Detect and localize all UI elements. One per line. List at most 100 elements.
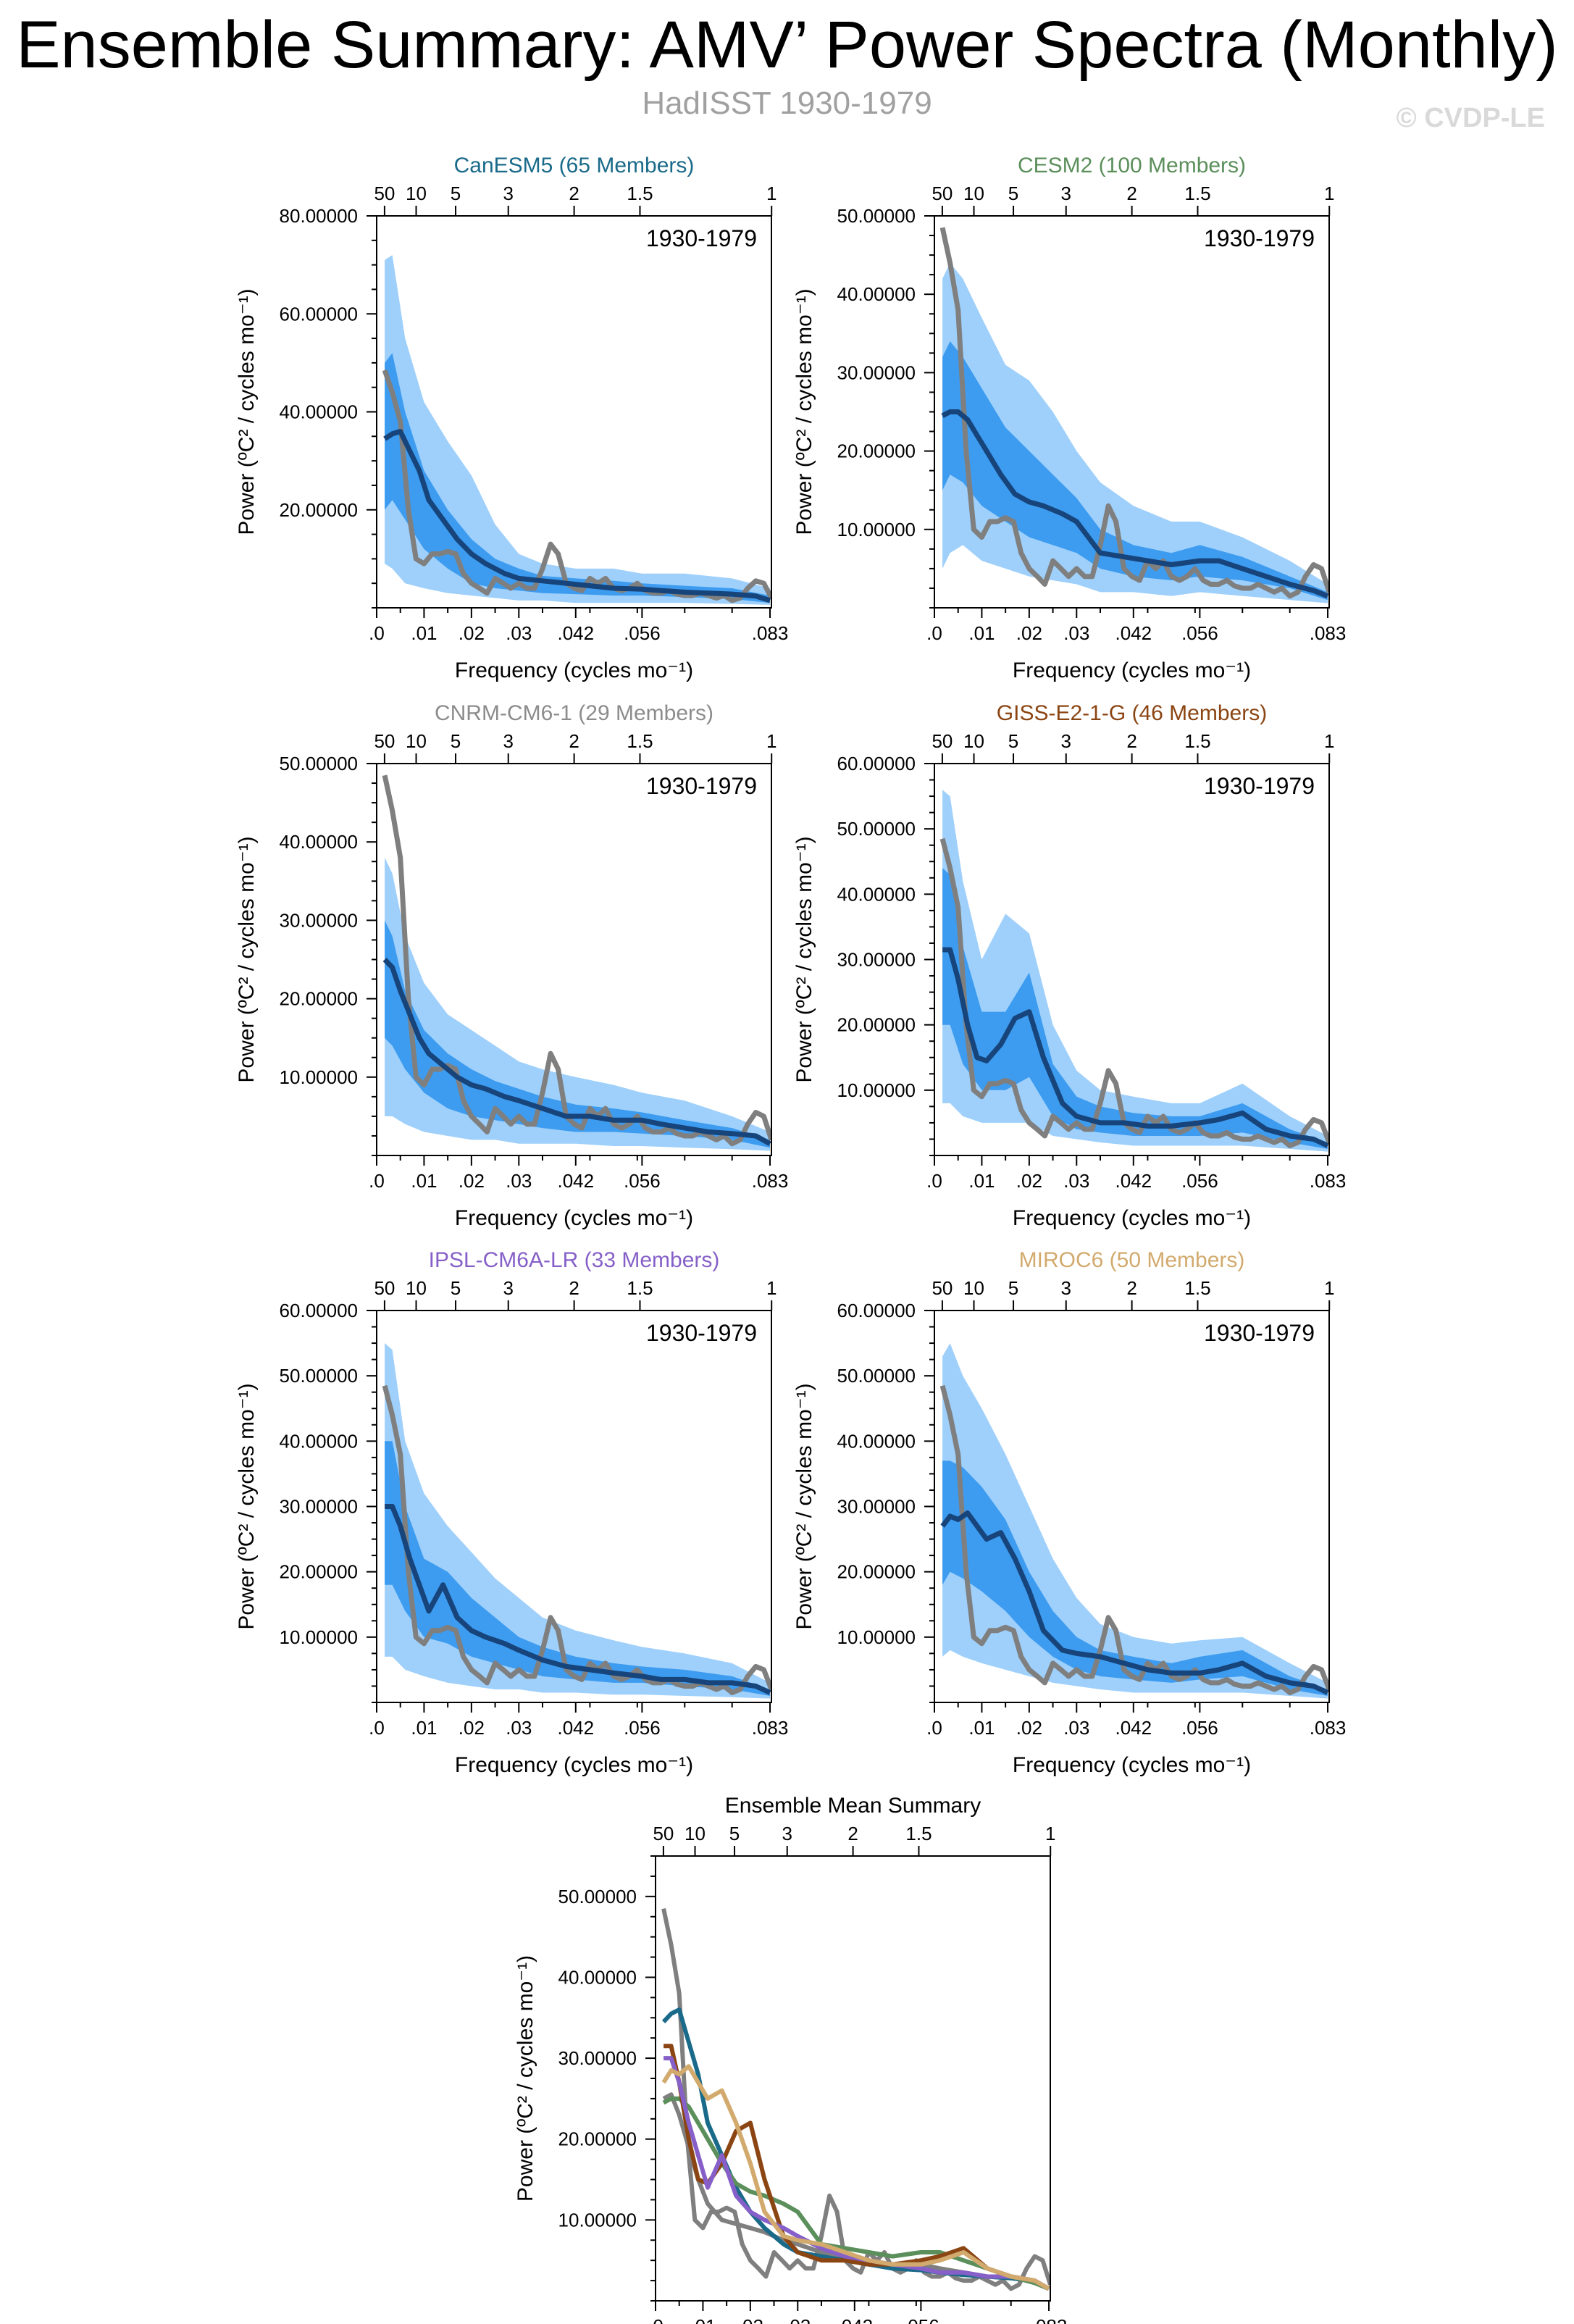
y-tick-label: 50.00000: [280, 753, 358, 774]
top-x-tick-label: 50: [932, 1277, 953, 1299]
chart-panel-2: 10.00000 20.00000 30.00000 40.00000 50.00000…: [792, 154, 1346, 682]
x-tick-label: .056: [1181, 1170, 1218, 1192]
y-tick-label: 60.00000: [280, 303, 358, 325]
x-tick-label: .083: [752, 1170, 789, 1192]
top-x-tick-label: 2: [569, 1277, 579, 1299]
x-axis-label: Frequency (cycles mo⁻¹): [1013, 1206, 1251, 1230]
x-tick-label: .042: [1115, 622, 1152, 644]
x-tick-label: .0: [648, 2315, 663, 2324]
x-tick-label: .02: [1016, 1170, 1042, 1192]
observations-line: [939, 1384, 1329, 1695]
top-x-tick-label: 1.5: [1184, 730, 1210, 752]
summary-line-4: [662, 2096, 1050, 2291]
y-tick-label: 10.00000: [558, 2209, 637, 2231]
y-tick-label: 50.00000: [837, 818, 916, 840]
x-tick-label: .042: [557, 1170, 594, 1192]
top-x-tick-label: 5: [451, 183, 461, 204]
top-x-tick-label: 1: [766, 183, 776, 204]
ensemble-mean-line: [942, 947, 1329, 1148]
top-x-tick-label: 50: [932, 183, 953, 204]
top-x-tick-label: 5: [1008, 1277, 1018, 1299]
x-axis-label: Frequency (cycles mo⁻¹): [455, 1753, 693, 1777]
top-x-tick-label: 5: [1008, 183, 1018, 204]
x-tick-label: .03: [784, 2315, 811, 2324]
top-x-tick-label: 10: [406, 183, 427, 204]
observations-line: [382, 1384, 771, 1695]
chart-panel-5: 10.00000 20.00000 30.00000 40.00000 50.00000…: [235, 1248, 788, 1777]
y-tick-label: 80.00000: [280, 205, 358, 227]
x-tick-label: .02: [459, 622, 485, 644]
top-x-tick-label: 50: [932, 730, 953, 752]
x-tick-label: .0: [369, 622, 385, 644]
plot-area: [382, 255, 771, 605]
x-tick-label: .042: [557, 1717, 594, 1739]
x-tick-label: .056: [624, 622, 661, 644]
summary-line-1: [661, 1907, 1050, 2291]
top-x-tick-label: 5: [729, 1823, 740, 1844]
observations-line: [382, 774, 771, 1147]
summary-line-7: [661, 2064, 1050, 2291]
y-tick-label: 20.00000: [837, 1014, 916, 1036]
band-25-75: [942, 1460, 1328, 1696]
y-tick-label: 60.00000: [837, 753, 916, 774]
panel-title: MIROC6 (50 Members): [1019, 1248, 1245, 1272]
panel-title: IPSL-CM6A-LR (33 Members): [429, 1248, 720, 1272]
band-25-75: [942, 341, 1328, 601]
top-x-tick-label: 1: [766, 1277, 776, 1299]
x-axis-label: Frequency (cycles mo⁻¹): [1013, 1753, 1251, 1777]
panel-title: CNRM-CM6-1 (29 Members): [435, 701, 713, 725]
y-axis-label: Power (ºC² / cycles mo⁻¹): [792, 1383, 816, 1629]
x-tick-label: .03: [506, 1717, 532, 1739]
y-axis-label: Power (ºC² / cycles mo⁻¹): [235, 836, 259, 1082]
x-tick-label: .083: [1310, 1717, 1347, 1739]
summary-line-3: [661, 2007, 1050, 2291]
y-tick-label: 40.00000: [280, 1430, 358, 1452]
top-x-tick-label: 3: [1061, 1277, 1071, 1299]
x-tick-label: .0: [369, 1170, 385, 1192]
panel-title: Ensemble Mean Summary: [725, 1794, 981, 1818]
plot-area: [382, 1343, 771, 1699]
plot-area: [939, 790, 1329, 1152]
y-tick-label: 20.00000: [280, 499, 358, 521]
top-x-tick-label: 50: [374, 183, 395, 204]
top-x-tick-label: 2: [569, 730, 579, 752]
top-x-tick-label: 3: [503, 730, 514, 752]
period-label: 1930-1979: [1204, 225, 1315, 251]
plot-area: [382, 774, 771, 1151]
x-tick-label: .0: [926, 1717, 942, 1739]
y-tick-label: 50.00000: [558, 1886, 637, 1907]
x-axis-label: Frequency (cycles mo⁻¹): [455, 659, 693, 682]
y-tick-label: 30.00000: [837, 1496, 916, 1518]
top-x-tick-label: 1: [1324, 1277, 1334, 1299]
top-x-tick-label: 1.5: [1184, 1277, 1210, 1299]
panel-title: GISS-E2-1-G (46 Members): [997, 701, 1267, 725]
summary-line-5: [663, 2044, 1050, 2291]
top-x-tick-label: 1.5: [627, 1277, 653, 1299]
x-tick-label: .042: [1115, 1717, 1152, 1739]
y-tick-label: 20.00000: [280, 988, 358, 1010]
top-x-tick-label: 3: [1061, 183, 1071, 204]
y-tick-label: 60.00000: [837, 1300, 916, 1321]
plot-area: [939, 227, 1329, 603]
y-tick-label: 40.00000: [558, 1966, 637, 1988]
y-tick-label: 10.00000: [280, 1626, 358, 1648]
top-x-tick-label: 50: [374, 1277, 395, 1299]
x-tick-label: .02: [1016, 622, 1042, 644]
y-tick-label: 30.00000: [280, 909, 358, 931]
ensemble-mean-line: [383, 429, 771, 603]
top-x-tick-label: 10: [963, 1277, 984, 1299]
y-axis-label: Power (ºC² / cycles mo⁻¹): [792, 836, 816, 1082]
y-tick-label: 20.00000: [558, 2128, 637, 2150]
x-tick-label: .056: [624, 1170, 661, 1192]
band-25-75: [942, 868, 1328, 1149]
y-tick-label: 20.00000: [837, 440, 916, 462]
y-axis-label: Power (ºC² / cycles mo⁻¹): [235, 288, 259, 535]
plot-frame: [655, 1855, 1051, 2302]
x-tick-label: .02: [459, 1170, 485, 1192]
band-5-95: [942, 790, 1328, 1152]
y-tick-label: 50.00000: [837, 205, 916, 227]
panel-title: CESM2 (100 Members): [1018, 154, 1246, 177]
top-x-tick-label: 1: [1045, 1823, 1055, 1844]
y-axis-label: Power (ºC² / cycles mo⁻¹): [514, 1955, 537, 2202]
y-tick-label: 50.00000: [837, 1365, 916, 1387]
